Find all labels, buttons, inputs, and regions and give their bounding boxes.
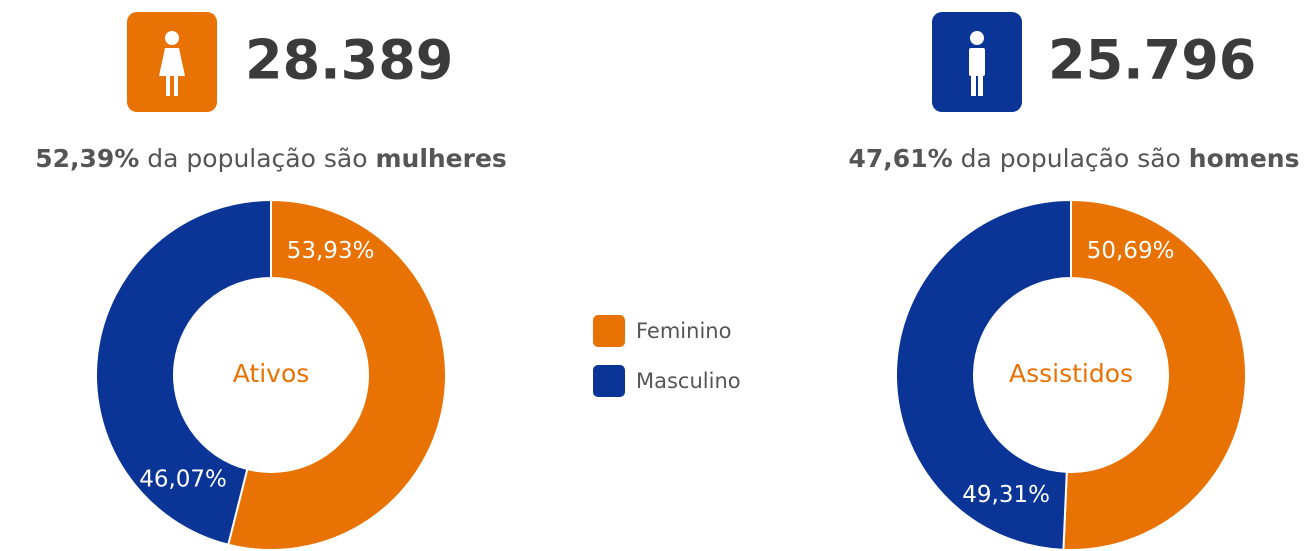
female-group: mulheres — [375, 144, 506, 173]
value-label: 46,07% — [139, 467, 227, 493]
donut-segment — [1062, 198, 1247, 551]
donut-center-label: Ativos — [233, 359, 310, 388]
legend-swatch — [593, 365, 625, 397]
value-label: 49,31% — [962, 482, 1050, 508]
female-subtitle: 52,39% da população são mulheres — [35, 144, 507, 173]
female-share: 52,39% — [35, 144, 139, 173]
male-icon — [969, 31, 985, 96]
donut-segment — [895, 198, 1072, 551]
female-icon — [159, 31, 185, 96]
male-share: 47,61% — [849, 144, 953, 173]
subtitle-text: da população são — [961, 144, 1181, 173]
donut-segment — [95, 198, 272, 546]
male-subtitle: 47,61% da população são homens — [849, 144, 1300, 173]
subtitle-text: da população são — [147, 144, 367, 173]
value-label: 50,69% — [1087, 238, 1175, 264]
value-label: 53,93% — [287, 238, 375, 264]
female-header: 28.389 52,39% da população são mulheres — [35, 12, 507, 173]
legend-swatch — [593, 315, 625, 347]
legend-label: Feminino — [636, 319, 731, 343]
male-header: 25.796 47,61% da população são homens — [849, 12, 1300, 173]
donut-center-label: Assistidos — [1009, 359, 1133, 388]
legend-label: Masculino — [636, 369, 741, 393]
male-count: 25.796 — [1048, 29, 1256, 92]
female-count: 28.389 — [245, 29, 453, 92]
legend: Feminino Masculino — [593, 315, 741, 397]
donut-segment — [227, 198, 447, 551]
male-group: homens — [1189, 144, 1300, 173]
